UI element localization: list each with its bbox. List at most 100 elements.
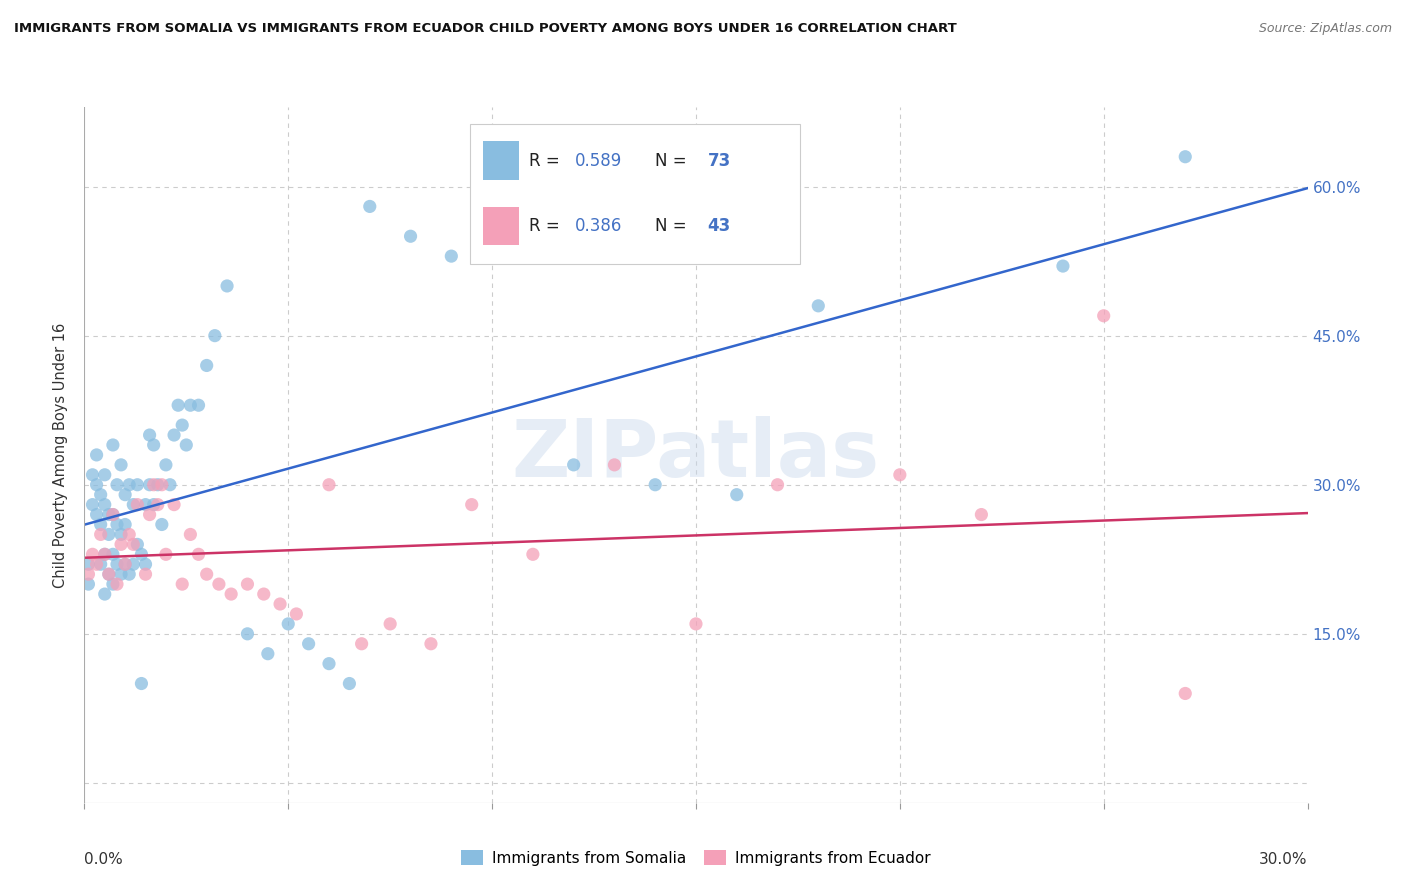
- Point: [150, 477, 173, 491]
- Point: [118, 567, 141, 582]
- Point: [219, 587, 242, 601]
- Point: [110, 458, 132, 472]
- Point: [481, 219, 503, 234]
- Point: [142, 498, 165, 512]
- Point: [127, 537, 149, 551]
- Point: [269, 597, 291, 611]
- Point: [155, 458, 177, 472]
- Point: [122, 498, 145, 512]
- Point: [208, 577, 231, 591]
- Point: [150, 517, 173, 532]
- Point: [97, 567, 120, 582]
- Point: [420, 637, 443, 651]
- Point: [179, 398, 201, 412]
- Point: [86, 558, 108, 572]
- Point: [90, 527, 112, 541]
- Point: [97, 567, 120, 582]
- Point: [114, 517, 136, 532]
- Point: [127, 477, 149, 491]
- Point: [82, 467, 104, 482]
- Point: [135, 567, 157, 582]
- Point: [86, 448, 108, 462]
- Point: [725, 488, 748, 502]
- Point: [138, 508, 160, 522]
- Point: [187, 547, 209, 561]
- Point: [110, 527, 132, 541]
- Point: [176, 438, 198, 452]
- Point: [101, 438, 124, 452]
- Point: [127, 498, 149, 512]
- Point: [82, 547, 104, 561]
- Point: [187, 398, 209, 412]
- Point: [101, 508, 124, 522]
- Point: [257, 647, 280, 661]
- Point: [93, 547, 117, 561]
- Point: [131, 547, 153, 561]
- Text: 0.0%: 0.0%: [84, 852, 124, 866]
- Legend: Immigrants from Somalia, Immigrants from Ecuador: Immigrants from Somalia, Immigrants from…: [456, 844, 936, 871]
- Y-axis label: Child Poverty Among Boys Under 16: Child Poverty Among Boys Under 16: [53, 322, 69, 588]
- Point: [350, 637, 373, 651]
- Point: [970, 508, 993, 522]
- Point: [110, 537, 132, 551]
- Point: [1092, 309, 1115, 323]
- Point: [135, 558, 157, 572]
- Point: [146, 477, 169, 491]
- Point: [204, 328, 226, 343]
- Point: [179, 527, 201, 541]
- Point: [77, 567, 100, 582]
- Point: [93, 547, 117, 561]
- Point: [461, 498, 484, 512]
- Point: [93, 498, 117, 512]
- Point: [522, 547, 544, 561]
- Point: [359, 199, 381, 213]
- Point: [440, 249, 463, 263]
- Point: [146, 498, 169, 512]
- Point: [163, 498, 186, 512]
- Text: ZIPatlas: ZIPatlas: [512, 416, 880, 494]
- Point: [236, 577, 259, 591]
- Point: [318, 477, 340, 491]
- Point: [167, 398, 190, 412]
- Point: [118, 527, 141, 541]
- Point: [380, 616, 402, 631]
- Point: [889, 467, 911, 482]
- Point: [142, 438, 165, 452]
- Point: [163, 428, 186, 442]
- Point: [298, 637, 321, 651]
- Point: [159, 477, 181, 491]
- Point: [122, 537, 145, 551]
- Point: [101, 547, 124, 561]
- Text: IMMIGRANTS FROM SOMALIA VS IMMIGRANTS FROM ECUADOR CHILD POVERTY AMONG BOYS UNDE: IMMIGRANTS FROM SOMALIA VS IMMIGRANTS FR…: [14, 22, 957, 36]
- Point: [603, 458, 626, 472]
- Point: [285, 607, 308, 621]
- Point: [1052, 259, 1074, 273]
- Point: [101, 508, 124, 522]
- Point: [86, 508, 108, 522]
- Point: [105, 517, 128, 532]
- Point: [105, 577, 128, 591]
- Point: [685, 616, 707, 631]
- Point: [101, 577, 124, 591]
- Point: [93, 587, 117, 601]
- Point: [93, 467, 117, 482]
- Point: [110, 567, 132, 582]
- Point: [90, 488, 112, 502]
- Point: [97, 527, 120, 541]
- Point: [399, 229, 422, 244]
- Point: [339, 676, 361, 690]
- Point: [807, 299, 830, 313]
- Point: [97, 508, 120, 522]
- Point: [236, 627, 259, 641]
- Text: 30.0%: 30.0%: [1260, 852, 1308, 866]
- Point: [562, 458, 585, 472]
- Point: [114, 488, 136, 502]
- Point: [138, 477, 160, 491]
- Point: [155, 547, 177, 561]
- Point: [195, 567, 218, 582]
- Text: Source: ZipAtlas.com: Source: ZipAtlas.com: [1258, 22, 1392, 36]
- Point: [318, 657, 340, 671]
- Point: [138, 428, 160, 442]
- Point: [122, 558, 145, 572]
- Point: [172, 418, 194, 433]
